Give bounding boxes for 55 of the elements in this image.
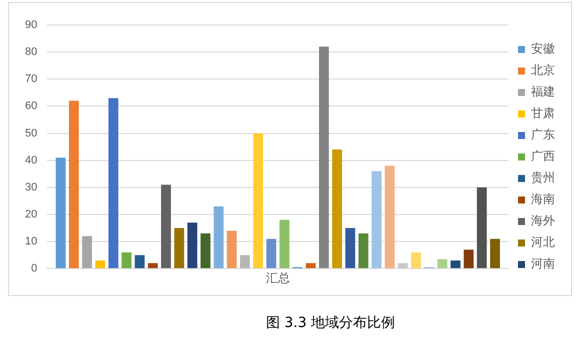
- bar: [398, 263, 408, 268]
- legend-label: 安徽: [531, 42, 555, 56]
- bar: [108, 98, 118, 268]
- bar: [266, 238, 276, 268]
- x-tick-label: 汇总: [266, 271, 290, 286]
- legend-label: 贵州: [531, 170, 555, 185]
- bar: [148, 263, 158, 268]
- y-tick-label: 70: [24, 73, 38, 86]
- bar: [240, 255, 250, 268]
- bar: [372, 171, 382, 268]
- bar: [174, 228, 184, 268]
- bar: [161, 184, 171, 268]
- legend-label: 甘肃: [531, 106, 555, 120]
- bar: [280, 220, 290, 268]
- bar: [332, 150, 342, 268]
- y-tick-label: 30: [24, 181, 38, 194]
- bar: [437, 259, 448, 268]
- y-tick-label: 40: [24, 154, 38, 166]
- legend-label: 北京: [531, 63, 555, 78]
- bar: [306, 263, 316, 268]
- y-tick-label: 0: [31, 262, 38, 275]
- bar: [490, 238, 500, 268]
- legend-label: 河南: [531, 256, 555, 271]
- y-tick-label: 10: [24, 236, 38, 248]
- bar: [476, 187, 487, 268]
- bar: [411, 252, 421, 268]
- y-tick-label: 80: [24, 46, 38, 58]
- legend-label: 海外: [531, 214, 555, 228]
- bar: [464, 250, 474, 268]
- y-tick-label: 60: [24, 100, 38, 112]
- bar: [122, 252, 132, 268]
- bar: [214, 206, 224, 268]
- y-tick-label: 90: [24, 19, 38, 32]
- y-tick-label: 50: [24, 127, 38, 140]
- y-tick-label: 20: [24, 208, 38, 220]
- bar: [345, 228, 356, 268]
- bar: [68, 100, 79, 268]
- legend-label: 广西: [531, 149, 555, 164]
- legend-label: 河北: [531, 235, 555, 250]
- bar: [200, 233, 210, 268]
- bar: [226, 230, 237, 268]
- bar: [253, 133, 264, 268]
- bar: [95, 260, 106, 268]
- bar: [134, 255, 145, 268]
- legend-label: 福建: [531, 84, 555, 99]
- bar: [358, 233, 368, 268]
- bar: [384, 166, 395, 268]
- bar: [187, 222, 198, 268]
- bar: [82, 236, 92, 268]
- legend-label: 海南: [531, 192, 555, 206]
- bar: [318, 46, 329, 268]
- caption: 图 3.3 地域分布比例: [264, 314, 396, 332]
- bar: [450, 260, 460, 268]
- legend-label: 广东: [531, 128, 555, 142]
- bar: [56, 158, 66, 268]
